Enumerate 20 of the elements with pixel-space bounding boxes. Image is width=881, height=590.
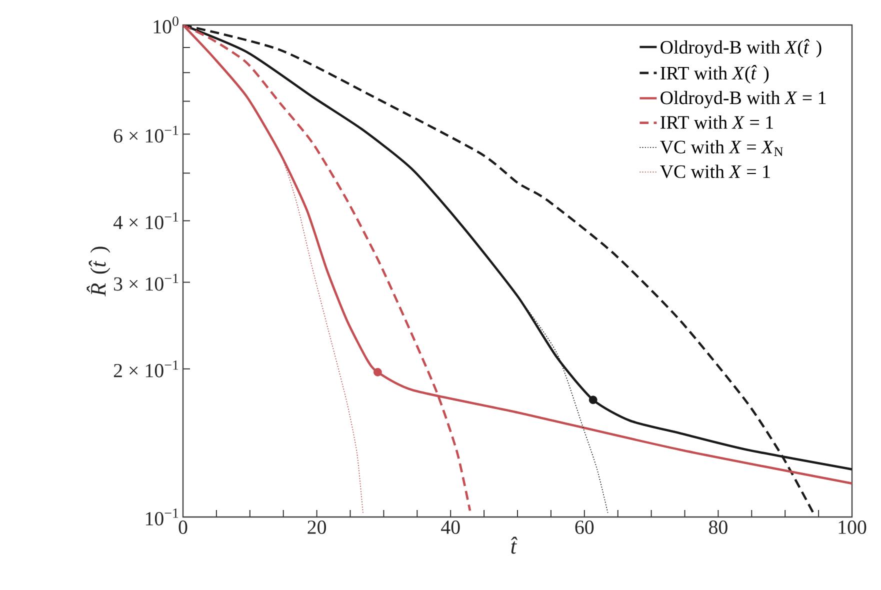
y-tick-label: 4 × 10$^{−1}$ xyxy=(113,212,178,230)
legend-label: Oldroyd-B with X = 1 xyxy=(660,90,826,108)
x-tick-label: 20 xyxy=(308,520,326,534)
y-tick-label: 3 × 10$^{−1}$ xyxy=(114,274,178,291)
x-tick-label: 40 xyxy=(441,520,460,534)
y-tick-label: 10$^{0}$ xyxy=(154,16,178,34)
y-tick-label: 6 × 10$^{−1}$ xyxy=(114,126,178,143)
x-tick-label: 60 xyxy=(575,520,594,534)
y-tick-label: 10$^{−1}$ xyxy=(146,508,178,526)
x-tick-label: 100 xyxy=(838,520,866,534)
legend-label: VC with X = 1 xyxy=(660,164,770,178)
y-tick-label: 2 × 10$^{−1}$ xyxy=(114,360,178,378)
legend-label: IRT with X(t̂) xyxy=(660,64,769,84)
legend-label: VC with X = X$_{N}$ xyxy=(660,140,784,156)
legend-label: Oldroyd-B with X(t̂) xyxy=(660,39,822,58)
y-axis-title: R̂(t̂) xyxy=(86,246,110,296)
legend-label: IRT with X = 1 xyxy=(660,116,773,129)
x-tick-label: 80 xyxy=(709,520,728,534)
x-axis-title: t̂ xyxy=(511,536,518,554)
x-tick-label: 0 xyxy=(178,520,188,534)
